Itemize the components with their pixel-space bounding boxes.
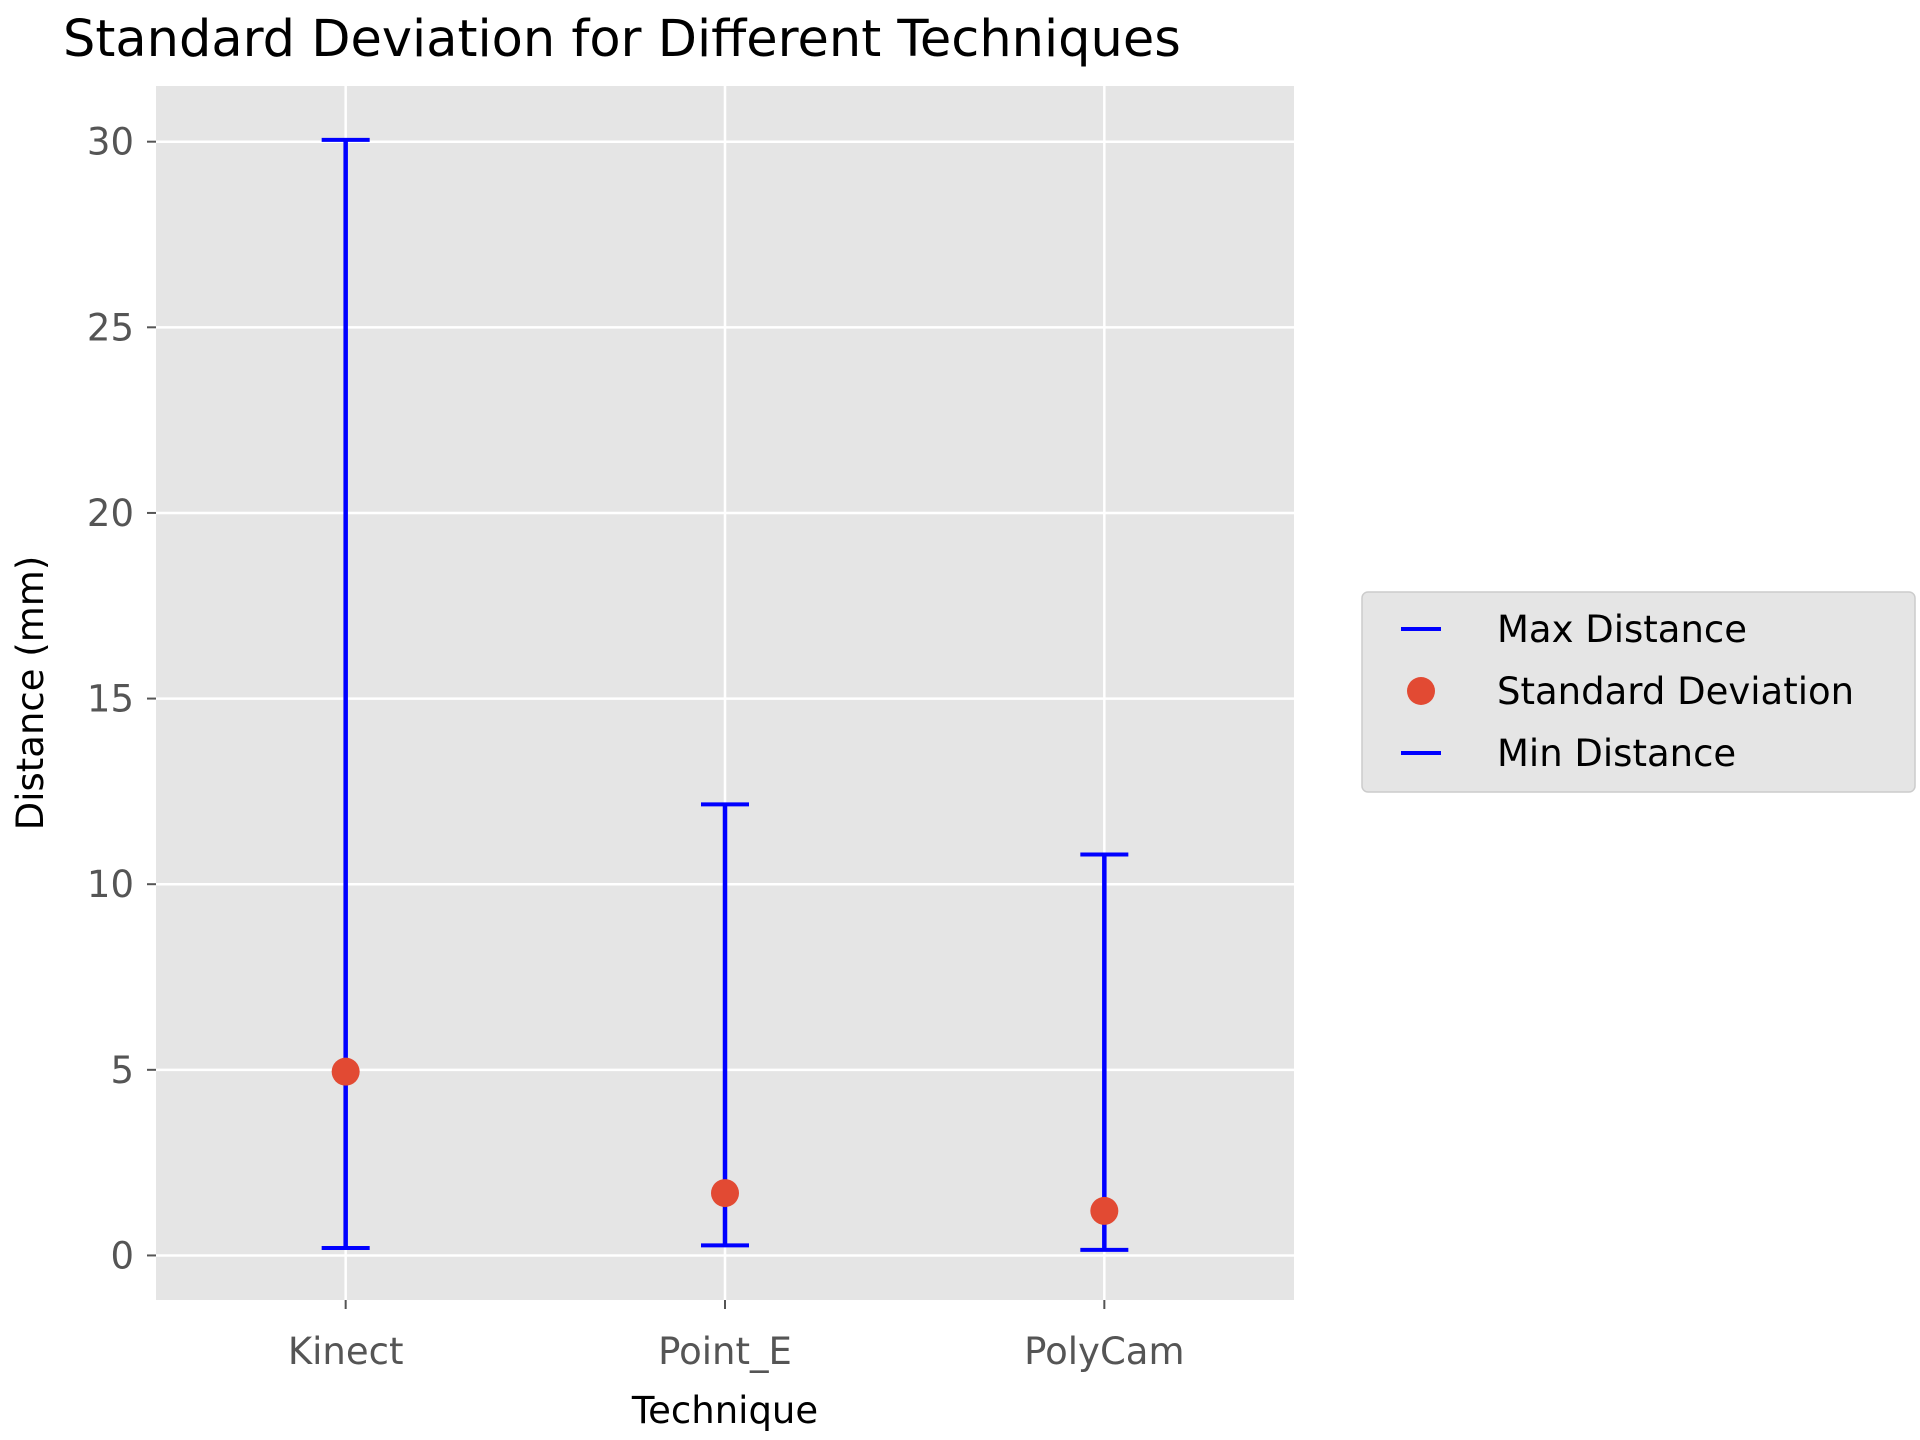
x-tick-label: Kinect xyxy=(288,1330,404,1373)
x-tick-label: Point_E xyxy=(658,1330,792,1373)
standard-deviation-point xyxy=(711,1179,739,1208)
chart-title: Standard Deviation for Different Techniq… xyxy=(63,10,1181,69)
legend: Max Distance Standard Deviation Min Distan… xyxy=(1361,591,1916,793)
y-tick-label: 15 xyxy=(87,678,134,721)
y-tick-label: 20 xyxy=(87,492,134,535)
marks xyxy=(321,137,1129,1252)
legend-marker-standard-deviation xyxy=(1407,677,1435,705)
y-tick-label: 10 xyxy=(87,863,134,906)
y-axis-label: Distance (mm) xyxy=(9,556,52,831)
y-tick-label: 30 xyxy=(87,121,134,164)
legend-label: Max Distance xyxy=(1497,608,1747,651)
legend-label: Standard Deviation xyxy=(1497,670,1854,713)
legend-box xyxy=(1361,591,1916,793)
legend-items: Max Distance Standard Deviation Min Distan… xyxy=(1401,608,1854,775)
y-tick-label: 25 xyxy=(87,306,134,349)
x-axis-label: Technique xyxy=(631,1389,818,1432)
standard-deviation-point xyxy=(1090,1196,1119,1225)
x-tick-label: PolyCam xyxy=(1024,1330,1184,1373)
legend-label: Min Distance xyxy=(1497,732,1736,775)
ticks: 0 5 10 15 20 25 30 Kinect Point_E PolyCam xyxy=(87,121,1185,1373)
standard-deviation-point xyxy=(331,1057,360,1086)
y-tick-label: 5 xyxy=(110,1049,134,1092)
y-tick-label: 0 xyxy=(110,1234,134,1277)
